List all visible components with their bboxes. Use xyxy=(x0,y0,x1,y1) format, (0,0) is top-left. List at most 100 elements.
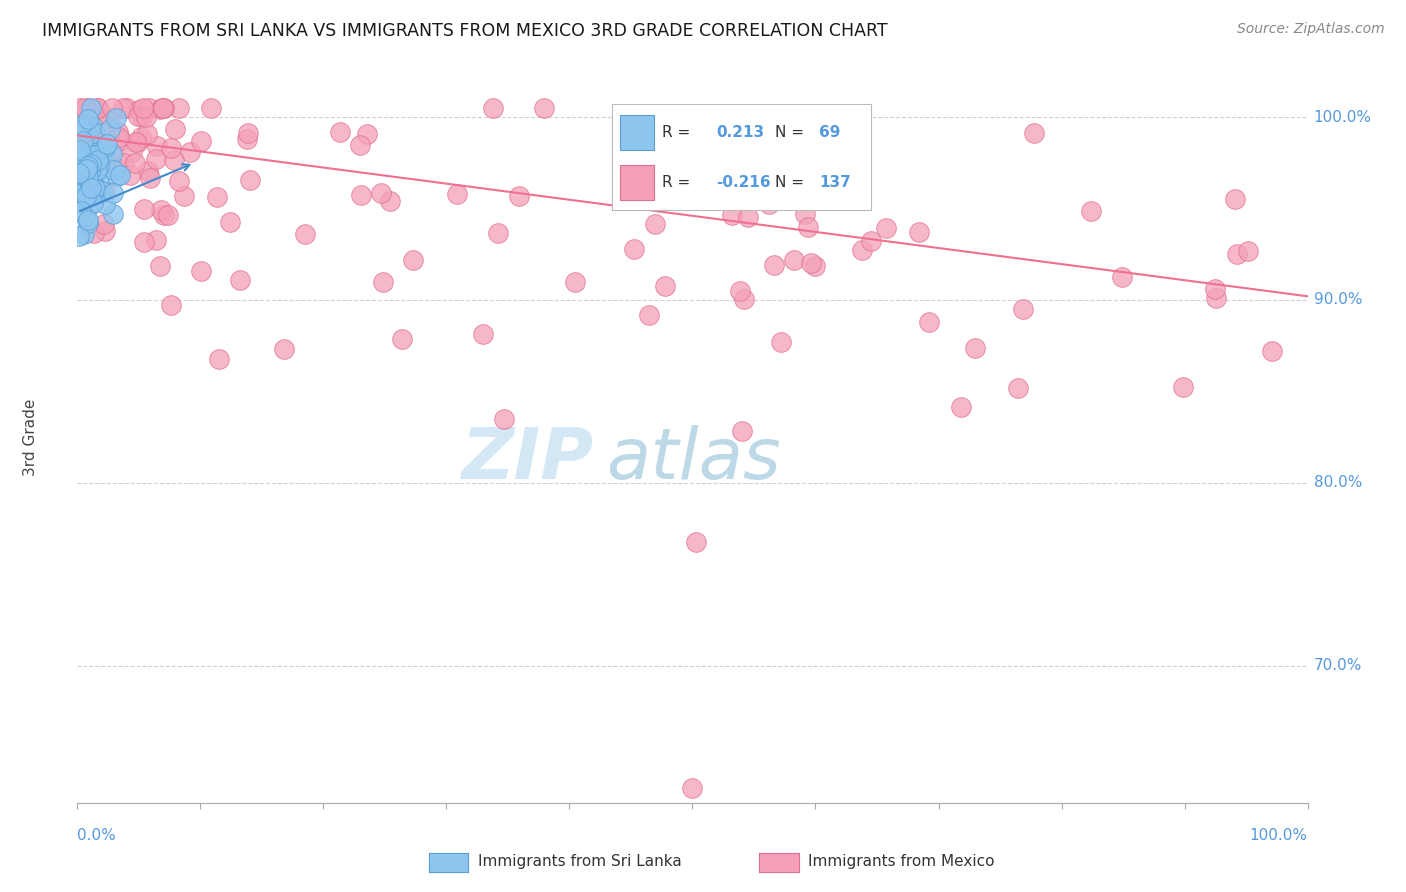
Point xyxy=(120,168,142,182)
Point xyxy=(132,235,155,250)
Point xyxy=(128,103,150,117)
Point xyxy=(121,145,143,159)
Point xyxy=(84,181,107,195)
Text: IMMIGRANTS FROM SRI LANKA VS IMMIGRANTS FROM MEXICO 3RD GRADE CORRELATION CHART: IMMIGRANTS FROM SRI LANKA VS IMMIGRANTS … xyxy=(42,22,887,40)
Point xyxy=(125,135,148,149)
Point xyxy=(80,176,103,190)
Point xyxy=(82,196,104,211)
Point xyxy=(1223,192,1246,206)
Point xyxy=(80,101,103,115)
Point xyxy=(73,185,96,199)
Text: N =: N = xyxy=(775,125,804,140)
Point xyxy=(70,204,93,219)
Point xyxy=(77,199,100,213)
Point xyxy=(446,187,468,202)
Point xyxy=(76,159,98,173)
Point xyxy=(93,217,115,231)
Text: atlas: atlas xyxy=(606,425,780,493)
Point xyxy=(87,101,110,115)
Point xyxy=(84,126,107,140)
Point xyxy=(69,194,91,209)
Point xyxy=(77,101,100,115)
Text: R =: R = xyxy=(662,125,690,140)
Point xyxy=(1205,291,1227,305)
Point xyxy=(200,101,222,115)
Point xyxy=(105,169,128,183)
Point xyxy=(67,166,90,180)
Point xyxy=(169,101,191,115)
Point xyxy=(87,153,110,167)
Point xyxy=(93,145,115,159)
Point xyxy=(110,133,132,147)
Text: 100.0%: 100.0% xyxy=(1313,110,1372,125)
Point xyxy=(73,209,96,223)
Point xyxy=(107,125,129,139)
Point xyxy=(82,178,104,192)
Point xyxy=(190,134,212,148)
Point xyxy=(908,225,931,239)
Point xyxy=(239,173,262,187)
Point xyxy=(111,101,134,115)
Point xyxy=(67,228,90,243)
Point xyxy=(471,326,494,341)
Point xyxy=(173,188,195,202)
Point xyxy=(86,165,108,179)
Point xyxy=(107,129,129,144)
Point xyxy=(762,258,785,272)
Point xyxy=(103,163,125,178)
Point xyxy=(96,136,118,151)
Point xyxy=(135,110,157,124)
Point xyxy=(72,178,94,192)
Point xyxy=(100,143,122,157)
Point xyxy=(804,260,827,274)
Point xyxy=(80,180,103,194)
Point xyxy=(685,535,707,549)
Point xyxy=(1007,381,1029,395)
Text: Source: ZipAtlas.com: Source: ZipAtlas.com xyxy=(1237,22,1385,37)
Point xyxy=(139,170,162,185)
Point xyxy=(89,175,111,189)
Bar xyxy=(620,115,654,150)
Point xyxy=(730,285,752,299)
Point xyxy=(75,101,97,115)
Point xyxy=(508,189,530,203)
Point xyxy=(112,155,135,169)
Point xyxy=(69,171,91,186)
Point xyxy=(83,178,105,193)
Point xyxy=(356,127,378,141)
Point xyxy=(76,151,98,165)
Point xyxy=(80,121,103,136)
Point xyxy=(349,137,371,152)
Point xyxy=(79,147,101,161)
Point xyxy=(98,121,121,136)
Point xyxy=(87,159,110,173)
Text: 100.0%: 100.0% xyxy=(1250,829,1308,844)
Bar xyxy=(620,165,654,200)
Point xyxy=(77,212,100,227)
Text: 0.0%: 0.0% xyxy=(77,829,117,844)
Point xyxy=(159,141,181,155)
Point xyxy=(80,171,103,186)
Point xyxy=(145,233,167,247)
Point xyxy=(1204,282,1226,296)
Point xyxy=(72,184,94,198)
Point xyxy=(77,155,100,169)
Point xyxy=(73,227,96,241)
Point xyxy=(486,226,509,240)
Point xyxy=(94,224,117,238)
Point xyxy=(1260,343,1282,358)
Point xyxy=(644,217,666,231)
Point xyxy=(79,164,101,178)
Point xyxy=(160,298,183,312)
Point xyxy=(682,780,704,795)
Point xyxy=(783,253,806,268)
Point xyxy=(90,114,112,128)
Point xyxy=(794,207,817,221)
Point xyxy=(157,208,180,222)
Point xyxy=(350,187,373,202)
Point xyxy=(75,189,97,203)
Point xyxy=(875,221,897,235)
Point xyxy=(623,243,645,257)
Point xyxy=(124,156,146,170)
Point xyxy=(72,156,94,170)
